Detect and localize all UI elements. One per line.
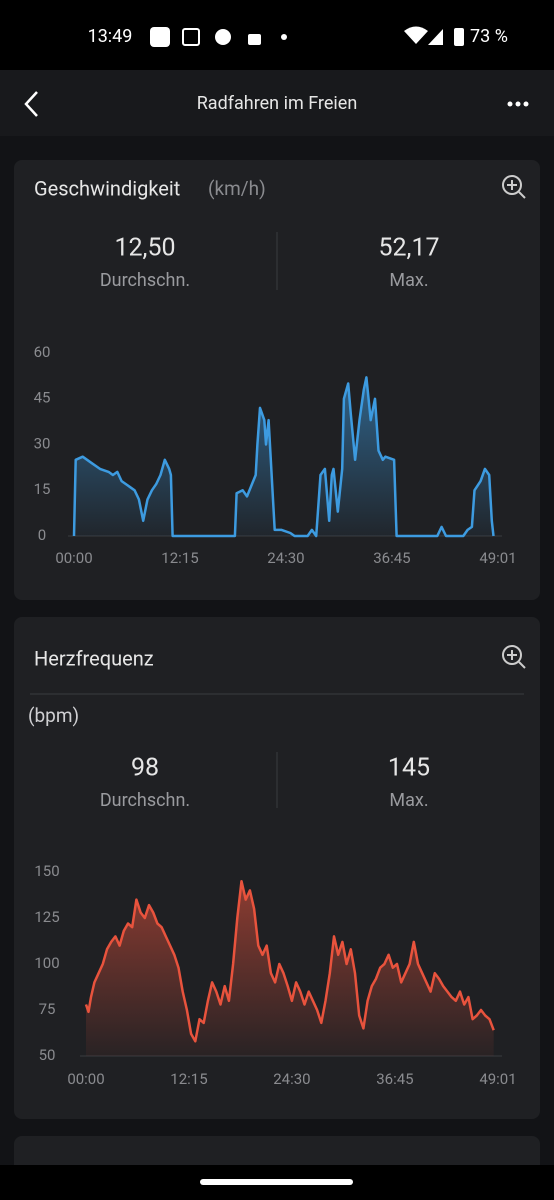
y-tick-label: 60 xyxy=(34,343,51,361)
more-button[interactable] xyxy=(507,101,529,107)
card-title: Geschwindigkeit xyxy=(34,176,180,200)
x-tick-label: 12:15 xyxy=(170,1070,207,1088)
x-tick-label: 12:15 xyxy=(161,549,198,567)
app-header xyxy=(0,70,554,136)
back-button[interactable] xyxy=(24,91,38,117)
y-tick-label: 30 xyxy=(34,434,51,452)
x-tick-label: 36:45 xyxy=(376,1070,413,1088)
y-tick-label: 50 xyxy=(39,1046,56,1064)
stat-value: 12,50 xyxy=(114,234,175,263)
stat-label: Max. xyxy=(389,270,428,291)
battery-level: 73 % xyxy=(470,26,508,47)
card-unit: (km/h) xyxy=(208,177,266,200)
header-title: Radfahren im Freien xyxy=(197,93,358,114)
card-unit: (bpm) xyxy=(28,704,79,727)
stat-label: Durchschn. xyxy=(100,790,190,811)
status-icons xyxy=(150,26,464,47)
x-tick-label: 24:30 xyxy=(273,1070,310,1088)
stat-value: 52,17 xyxy=(378,234,439,263)
area xyxy=(74,377,494,536)
card-title: Herzfrequenz xyxy=(34,646,154,670)
area xyxy=(86,881,494,1056)
y-tick-label: 100 xyxy=(34,954,59,972)
line xyxy=(72,376,495,538)
stat-label: Max. xyxy=(389,790,428,811)
x-tick-label: 49:01 xyxy=(479,1070,516,1088)
x-tick-label: 24:30 xyxy=(267,549,304,567)
zoom-button[interactable] xyxy=(502,645,526,669)
clock: 13:49 xyxy=(88,26,133,47)
y-tick-label: 15 xyxy=(34,480,51,498)
y-tick-label: 75 xyxy=(39,1000,56,1018)
speed-card xyxy=(14,160,540,600)
y-tick-label: 0 xyxy=(38,526,46,544)
zoom-button[interactable] xyxy=(502,175,526,199)
stat-value: 145 xyxy=(388,754,430,783)
stat-value: 98 xyxy=(131,754,159,783)
x-tick-label: 36:45 xyxy=(373,549,410,567)
x-tick-label: 49:01 xyxy=(479,549,516,567)
line xyxy=(84,879,495,1043)
y-tick-label: 45 xyxy=(34,389,51,407)
x-tick-label: 00:00 xyxy=(55,549,92,567)
y-tick-label: 125 xyxy=(34,908,59,926)
x-tick-label: 00:00 xyxy=(67,1070,104,1088)
home-indicator[interactable] xyxy=(200,1179,353,1185)
stat-label: Durchschn. xyxy=(100,270,190,291)
y-tick-label: 150 xyxy=(34,862,59,880)
